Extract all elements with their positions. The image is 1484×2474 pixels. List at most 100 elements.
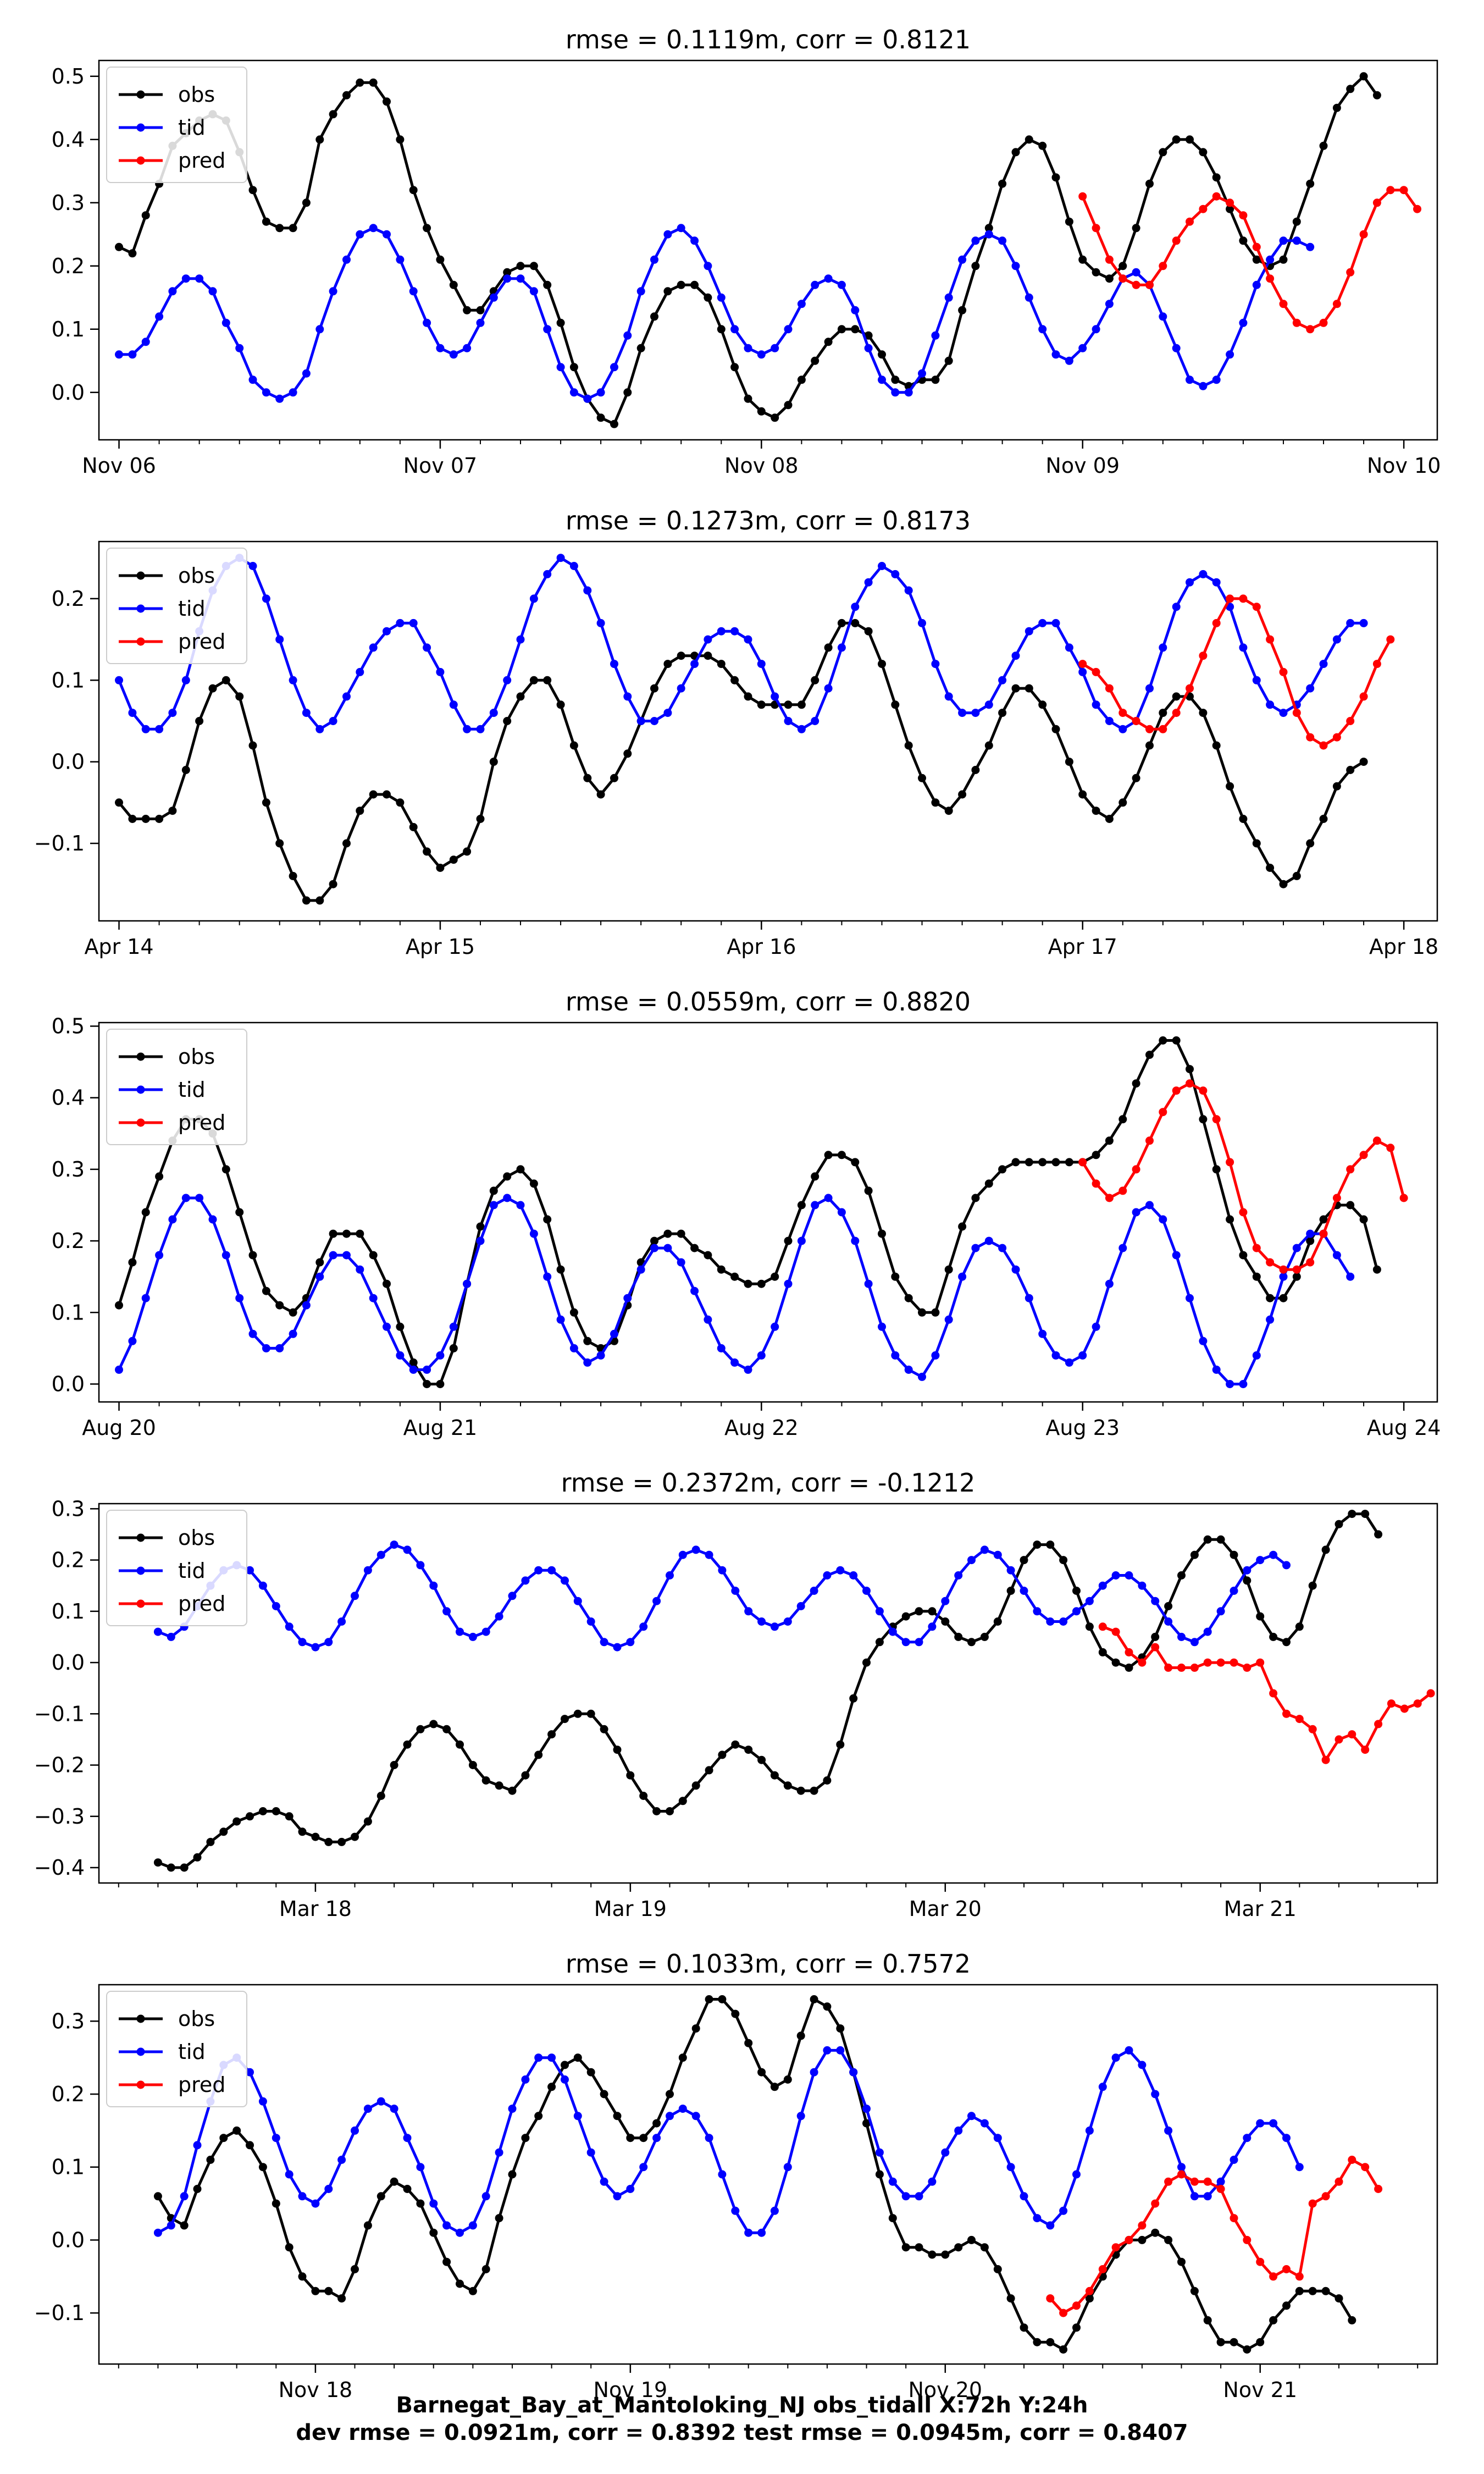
legend-label-obs: obs bbox=[178, 1526, 215, 1550]
data-point-obs bbox=[246, 1812, 254, 1821]
data-point-tid bbox=[246, 1566, 254, 1575]
legend-box bbox=[106, 67, 247, 183]
data-point-obs bbox=[1332, 782, 1341, 791]
data-point-tid bbox=[931, 331, 940, 340]
data-point-tid bbox=[573, 2112, 582, 2120]
data-point-obs bbox=[1212, 1165, 1221, 1174]
data-point-tid bbox=[1199, 570, 1208, 578]
data-point-pred bbox=[1199, 1086, 1208, 1095]
data-point-tid bbox=[677, 684, 685, 693]
x-tick-label: Nov 07 bbox=[403, 454, 478, 478]
data-point-pred bbox=[1335, 1735, 1343, 1744]
data-point-pred bbox=[1243, 2235, 1252, 2244]
data-point-obs bbox=[954, 1632, 963, 1641]
data-point-obs bbox=[757, 700, 766, 709]
axes-frame bbox=[98, 1503, 1438, 1884]
data-point-pred bbox=[1332, 300, 1341, 308]
x-tick-label: Aug 23 bbox=[1045, 1416, 1120, 1440]
data-point-tid bbox=[958, 709, 967, 717]
data-point-tid bbox=[811, 717, 819, 725]
data-point-pred bbox=[1266, 1258, 1275, 1267]
data-point-obs bbox=[888, 2214, 897, 2223]
data-point-obs bbox=[1226, 1215, 1234, 1224]
legend-marker-pred bbox=[136, 2080, 145, 2089]
data-point-obs bbox=[1145, 179, 1154, 188]
data-point-tid bbox=[837, 280, 846, 289]
data-point-obs bbox=[730, 1272, 739, 1281]
data-point-obs bbox=[1361, 1510, 1370, 1518]
data-point-tid bbox=[409, 1365, 418, 1374]
data-point-tid bbox=[663, 230, 672, 239]
data-point-obs bbox=[409, 822, 418, 831]
data-point-tid bbox=[1025, 627, 1033, 636]
data-point-tid bbox=[155, 1251, 164, 1260]
data-point-tid bbox=[337, 1617, 346, 1626]
data-point-obs bbox=[941, 1617, 950, 1626]
data-point-obs bbox=[666, 2090, 674, 2099]
x-tick-label: Mar 20 bbox=[909, 1897, 982, 1921]
data-point-obs bbox=[1025, 684, 1033, 693]
data-point-tid bbox=[1006, 1566, 1015, 1575]
data-point-tid bbox=[690, 236, 699, 245]
data-point-obs bbox=[262, 217, 270, 226]
data-point-tid bbox=[503, 676, 512, 684]
data-point-pred bbox=[1118, 1186, 1127, 1195]
data-point-obs bbox=[958, 306, 967, 314]
data-point-obs bbox=[705, 1766, 713, 1775]
data-point-tid bbox=[718, 2170, 727, 2179]
data-point-obs bbox=[1098, 1648, 1107, 1656]
legend-marker-pred bbox=[136, 1599, 145, 1608]
data-point-tid bbox=[543, 1272, 552, 1281]
data-point-tid bbox=[1292, 1244, 1301, 1252]
data-point-tid bbox=[168, 287, 177, 296]
legend-marker-pred bbox=[136, 156, 145, 165]
data-point-obs bbox=[329, 1229, 337, 1238]
data-point-obs bbox=[901, 1612, 910, 1621]
data-point-tid bbox=[650, 1244, 658, 1252]
data-point-tid bbox=[864, 344, 873, 352]
data-point-tid bbox=[516, 635, 525, 644]
data-point-obs bbox=[1372, 1265, 1381, 1274]
data-point-tid bbox=[678, 1550, 687, 1559]
data-point-tid bbox=[489, 1201, 498, 1210]
data-point-tid bbox=[1051, 350, 1060, 359]
data-point-tid bbox=[1151, 1597, 1160, 1605]
data-point-obs bbox=[396, 135, 405, 144]
data-point-tid bbox=[115, 1365, 123, 1374]
data-point-tid bbox=[878, 375, 886, 384]
y-tick-label: 0.5 bbox=[52, 64, 85, 89]
data-point-obs bbox=[1118, 798, 1127, 807]
data-point-obs bbox=[1172, 1036, 1181, 1045]
data-point-tid bbox=[797, 1236, 806, 1245]
data-point-obs bbox=[275, 224, 284, 233]
x-tick-label: Aug 22 bbox=[724, 1416, 799, 1440]
legend-box bbox=[106, 1510, 247, 1626]
data-point-obs bbox=[1348, 1510, 1356, 1518]
data-point-obs bbox=[396, 798, 405, 807]
data-point-pred bbox=[1186, 1079, 1194, 1088]
data-point-obs bbox=[153, 2192, 162, 2201]
data-point-tid bbox=[718, 1566, 727, 1575]
data-point-obs bbox=[1256, 2338, 1265, 2346]
data-point-pred bbox=[1230, 1658, 1238, 1667]
data-point-pred bbox=[1151, 1643, 1160, 1652]
data-point-tid bbox=[891, 388, 900, 397]
data-point-obs bbox=[1125, 1663, 1133, 1672]
data-point-tid bbox=[1159, 643, 1167, 652]
data-point-tid bbox=[636, 287, 645, 296]
data-point-tid bbox=[757, 1617, 766, 1626]
data-point-tid bbox=[1132, 1208, 1140, 1217]
series-line-tid bbox=[118, 1196, 1352, 1385]
legend-label-obs: obs bbox=[178, 564, 215, 588]
data-point-pred bbox=[1212, 192, 1221, 201]
data-point-tid bbox=[258, 2097, 267, 2106]
data-point-obs bbox=[824, 338, 833, 346]
data-point-obs bbox=[561, 1715, 569, 1724]
data-point-obs bbox=[797, 375, 806, 384]
data-point-obs bbox=[342, 1229, 351, 1238]
data-point-tid bbox=[851, 306, 860, 314]
data-point-obs bbox=[771, 413, 779, 422]
data-point-tid bbox=[1306, 684, 1315, 693]
data-point-obs bbox=[718, 1750, 727, 1759]
data-point-tid bbox=[1346, 1272, 1355, 1281]
